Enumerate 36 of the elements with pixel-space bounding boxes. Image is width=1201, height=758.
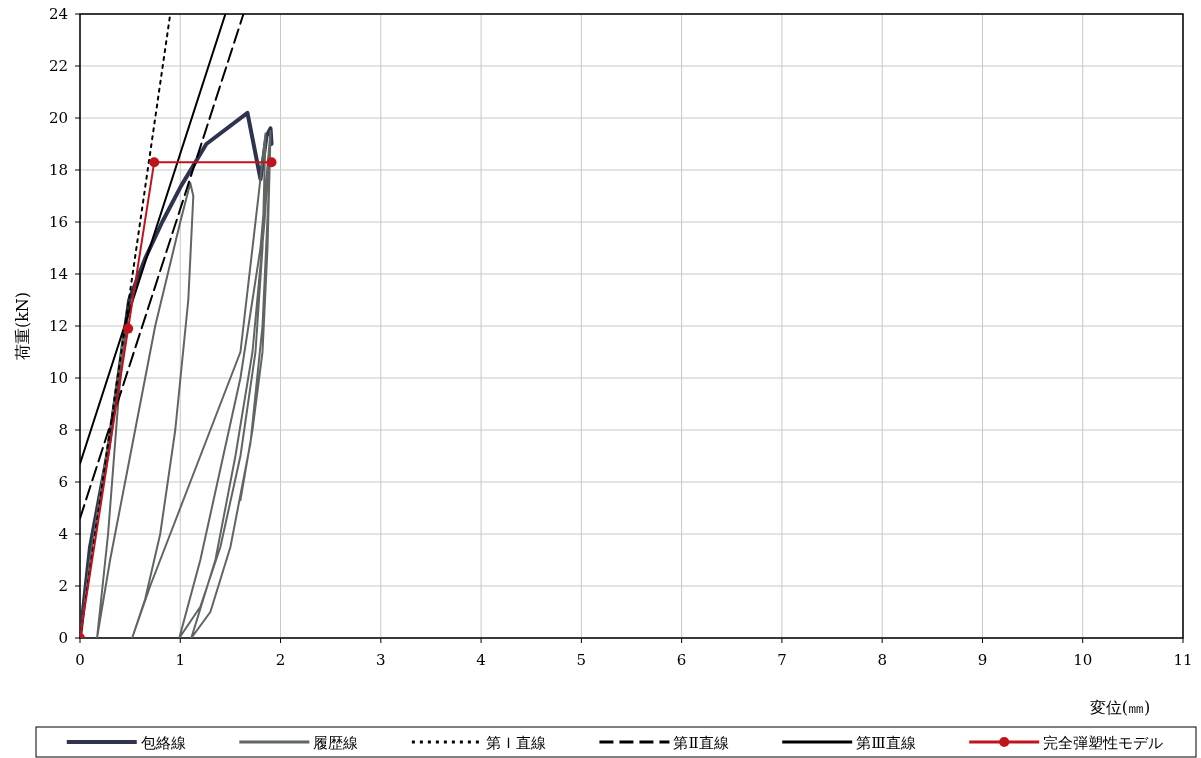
x-tick-label: 4 (476, 651, 486, 669)
x-tick-label: 3 (376, 651, 386, 669)
x-tick-label: 6 (676, 651, 687, 669)
point (266, 157, 277, 168)
x-tick-label: 9 (977, 651, 988, 669)
y-tick-label: 8 (58, 421, 68, 439)
x-tick-label: 2 (275, 651, 286, 669)
legend-label: 履歴線 (313, 734, 359, 752)
y-tick-label: 20 (48, 109, 68, 127)
legend-label: 第Ｉ直線 (485, 734, 546, 752)
x-tick-label: 0 (75, 651, 85, 669)
y-tick-label: 14 (48, 265, 68, 283)
legend-label: 完全弾塑性モデル (1043, 734, 1164, 752)
y-tick-label: 12 (48, 317, 68, 335)
point (123, 323, 134, 334)
y-tick-label: 18 (48, 161, 68, 179)
y-axis-title: 荷重(kN) (13, 291, 32, 361)
x-tick-label: 8 (877, 651, 887, 669)
y-tick-label: 10 (48, 369, 68, 387)
y-tick-label: 0 (58, 629, 68, 647)
x-tick-label: 1 (175, 651, 186, 669)
legend-label: 包絡線 (140, 734, 186, 752)
y-tick-label: 24 (48, 5, 68, 23)
y-tick-label: 16 (48, 213, 68, 231)
x-tick-label: 11 (1173, 651, 1193, 669)
x-tick-label: 7 (777, 651, 787, 669)
x-tick-label: 10 (1073, 651, 1093, 669)
y-tick-label: 6 (58, 473, 68, 491)
y-tick-label: 4 (58, 525, 68, 543)
legend-label: 第Ⅲ直線 (856, 734, 916, 752)
y-tick-label: 22 (48, 57, 68, 75)
legend-label: 第Ⅱ直線 (673, 734, 729, 752)
y-tick-label: 2 (58, 577, 68, 595)
point (149, 157, 160, 168)
x-axis-title: 変位(㎜) (1089, 698, 1151, 717)
x-tick-label: 5 (576, 651, 587, 669)
